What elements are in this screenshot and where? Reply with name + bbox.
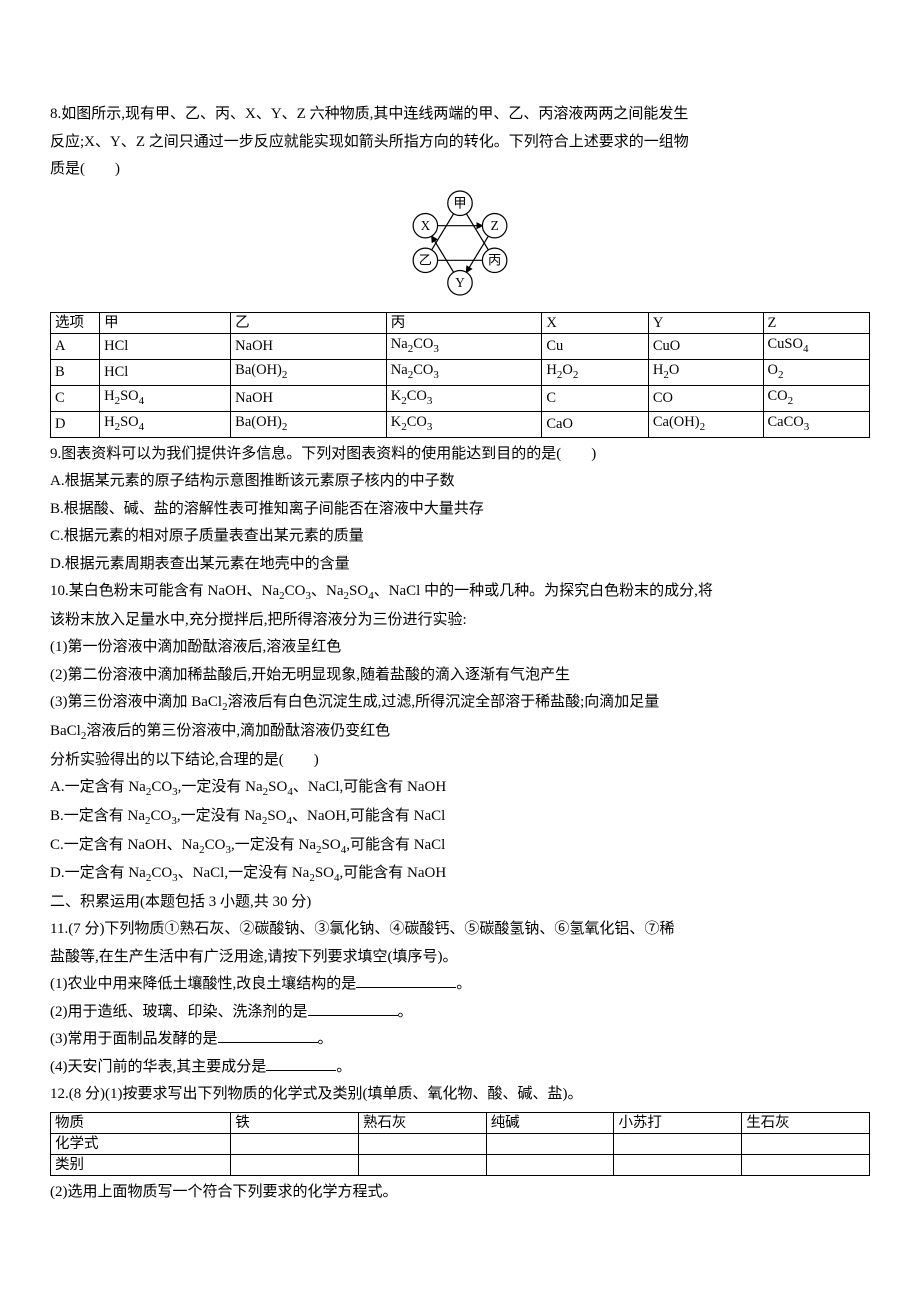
q8-td-2-3: K2CO3 — [386, 385, 542, 411]
q8-th-5: Y — [648, 313, 763, 334]
q8-td-1-2: Ba(OH)2 — [231, 359, 387, 385]
q8-td-3-4: CaO — [542, 411, 648, 437]
q8-td-0-3: Na2CO3 — [386, 334, 542, 360]
q8-td-3-6: CaCO3 — [763, 411, 870, 437]
q12-td-1-2 — [358, 1133, 486, 1154]
q11-blank-2 — [218, 1027, 318, 1043]
q11-item-2: (3)常用于面制品发酵的是。 — [50, 1027, 870, 1053]
q8-td-1-4: H2O2 — [542, 359, 648, 385]
q8-td-0-5: CuO — [648, 334, 763, 360]
q8-td-2-4: C — [542, 385, 648, 411]
q8-td-3-3: K2CO3 — [386, 411, 542, 437]
q12-td-1-3 — [486, 1133, 614, 1154]
q8-td-3-2: Ba(OH)2 — [231, 411, 387, 437]
q8-td-0-2: NaOH — [231, 334, 387, 360]
q10-opt-3: D.一定含有 Na2CO3、NaCl,一定没有 Na2SO4,可能含有 NaOH — [50, 861, 870, 888]
q10-opt-0: A.一定含有 Na2CO3,一定没有 Na2SO4、NaCl,可能含有 NaOH — [50, 775, 870, 802]
q8-td-2-2: NaOH — [231, 385, 387, 411]
q12-tail: (2)选用上面物质写一个符合下列要求的化学方程式。 — [50, 1180, 870, 1206]
q8-td-2-0: C — [51, 385, 100, 411]
q12-td-2-0: 类别 — [51, 1154, 231, 1175]
q10-line-0: 10.某白色粉末可能含有 NaOH、Na2CO3、Na2SO4、NaCl 中的一… — [50, 579, 870, 606]
q12-td-2-2 — [358, 1154, 486, 1175]
q8-td-0-4: Cu — [542, 334, 648, 360]
q8-td-2-6: CO2 — [763, 385, 870, 411]
q12-td-2-5 — [742, 1154, 870, 1175]
svg-text:X: X — [421, 217, 431, 232]
q10-line-6: 分析实验得出的以下结论,合理的是( ) — [50, 748, 870, 774]
q8-td-0-1: HCl — [100, 334, 231, 360]
q9-stem: 9.图表资料可以为我们提供许多信息。下列对图表资料的使用能达到目的的是( ) — [50, 442, 870, 468]
q9-opt-2: C.根据元素的相对原子质量表查出某元素的质量 — [50, 524, 870, 550]
q10-line-4: (3)第三份溶液中滴加 BaCl2溶液后有白色沉淀生成,过滤,所得沉淀全部溶于稀… — [50, 690, 870, 717]
q10-opt-1: B.一定含有 Na2CO3,一定没有 Na2SO4、NaOH,可能含有 NaCl — [50, 804, 870, 831]
q11-blank-0 — [356, 972, 456, 988]
q8-stem-line1: 8.如图所示,现有甲、乙、丙、X、Y、Z 六种物质,其中连线两端的甲、乙、丙溶液… — [50, 102, 870, 128]
q11-item-1: (2)用于造纸、玻璃、印染、洗涤剂的是。 — [50, 1000, 870, 1026]
q8-td-0-6: CuSO4 — [763, 334, 870, 360]
q8-stem-line2: 反应;X、Y、Z 之间只通过一步反应就能实现如箭头所指方向的转化。下列符合上述要… — [50, 130, 870, 156]
q8-td-1-5: H2O — [648, 359, 763, 385]
q12-td-0-2: 熟石灰 — [358, 1112, 486, 1133]
q8-th-3: 丙 — [386, 313, 542, 334]
q12-td-1-1 — [231, 1133, 359, 1154]
q12-td-0-3: 纯碱 — [486, 1112, 614, 1133]
q10-line-3: (2)第二份溶液中滴加稀盐酸后,开始无明显现象,随着盐酸的滴入逐渐有气泡产生 — [50, 663, 870, 689]
q12-td-0-1: 铁 — [231, 1112, 359, 1133]
q11-stem-line2: 盐酸等,在生产生活中有广泛用途,请按下列要求填空(填序号)。 — [50, 945, 870, 971]
q8-td-1-3: Na2CO3 — [386, 359, 542, 385]
q9-opt-3: D.根据元素周期表查出某元素在地壳中的含量 — [50, 552, 870, 578]
q10-line-5: BaCl2溶液后的第三份溶液中,滴加酚酞溶液仍变红色 — [50, 719, 870, 746]
q11-item-0: (1)农业中用来降低土壤酸性,改良土壤结构的是。 — [50, 972, 870, 998]
q8-td-2-1: H2SO4 — [100, 385, 231, 411]
q11-blank-3 — [266, 1055, 336, 1071]
q12-td-1-5 — [742, 1133, 870, 1154]
q8-td-0-0: A — [51, 334, 100, 360]
q8-td-1-0: B — [51, 359, 100, 385]
q12-td-2-3 — [486, 1154, 614, 1175]
q12-td-1-4 — [614, 1133, 742, 1154]
svg-text:Y: Y — [455, 274, 465, 289]
q8-stem-line3: 质是( ) — [50, 157, 870, 183]
q8-td-3-1: H2SO4 — [100, 411, 231, 437]
q8-table: 选项甲乙丙XYZAHClNaOHNa2CO3CuCuOCuSO4BHClBa(O… — [50, 312, 870, 438]
q10-line-2: (1)第一份溶液中滴加酚酞溶液后,溶液呈红色 — [50, 635, 870, 661]
q9-opt-0: A.根据某元素的原子结构示意图推断该元素原子核内的中子数 — [50, 469, 870, 495]
q8-th-1: 甲 — [100, 313, 231, 334]
section2-heading: 二、积累运用(本题包括 3 小题,共 30 分) — [50, 890, 870, 916]
svg-text:甲: 甲 — [453, 195, 466, 210]
q10-opt-2: C.一定含有 NaOH、Na2CO3,一定没有 Na2SO4,可能含有 NaCl — [50, 833, 870, 860]
svg-text:乙: 乙 — [419, 252, 432, 267]
q8-th-0: 选项 — [51, 313, 100, 334]
q8-td-3-0: D — [51, 411, 100, 437]
svg-text:丙: 丙 — [488, 252, 501, 267]
q8-th-2: 乙 — [231, 313, 387, 334]
q11-stem-line1: 11.(7 分)下列物质①熟石灰、②碳酸钠、③氯化钠、④碳酸钙、⑤碳酸氢钠、⑥氢… — [50, 917, 870, 943]
q12-stem: 12.(8 分)(1)按要求写出下列物质的化学式及类别(填单质、氧化物、酸、碱、… — [50, 1082, 870, 1108]
q9-opt-1: B.根据酸、碱、盐的溶解性表可推知离子间能否在溶液中大量共存 — [50, 497, 870, 523]
q12-td-1-0: 化学式 — [51, 1133, 231, 1154]
q11-blank-1 — [308, 1000, 398, 1016]
q12-td-0-4: 小苏打 — [614, 1112, 742, 1133]
q12-table: 物质铁熟石灰纯碱小苏打生石灰化学式类别 — [50, 1112, 870, 1176]
q8-th-4: X — [542, 313, 648, 334]
q12-td-0-5: 生石灰 — [742, 1112, 870, 1133]
q8-td-1-6: O2 — [763, 359, 870, 385]
q11-item-3: (4)天安门前的华表,其主要成分是。 — [50, 1055, 870, 1081]
q8-diagram: 甲 X Z 乙 丙 Y — [50, 189, 870, 307]
q10-line-1: 该粉末放入足量水中,充分搅拌后,把所得溶液分为三份进行实验: — [50, 608, 870, 634]
svg-text:Z: Z — [491, 217, 499, 232]
q12-td-2-1 — [231, 1154, 359, 1175]
q12-td-2-4 — [614, 1154, 742, 1175]
q8-th-6: Z — [763, 313, 870, 334]
q12-td-0-0: 物质 — [51, 1112, 231, 1133]
q8-td-2-5: CO — [648, 385, 763, 411]
q8-td-3-5: Ca(OH)2 — [648, 411, 763, 437]
q8-td-1-1: HCl — [100, 359, 231, 385]
